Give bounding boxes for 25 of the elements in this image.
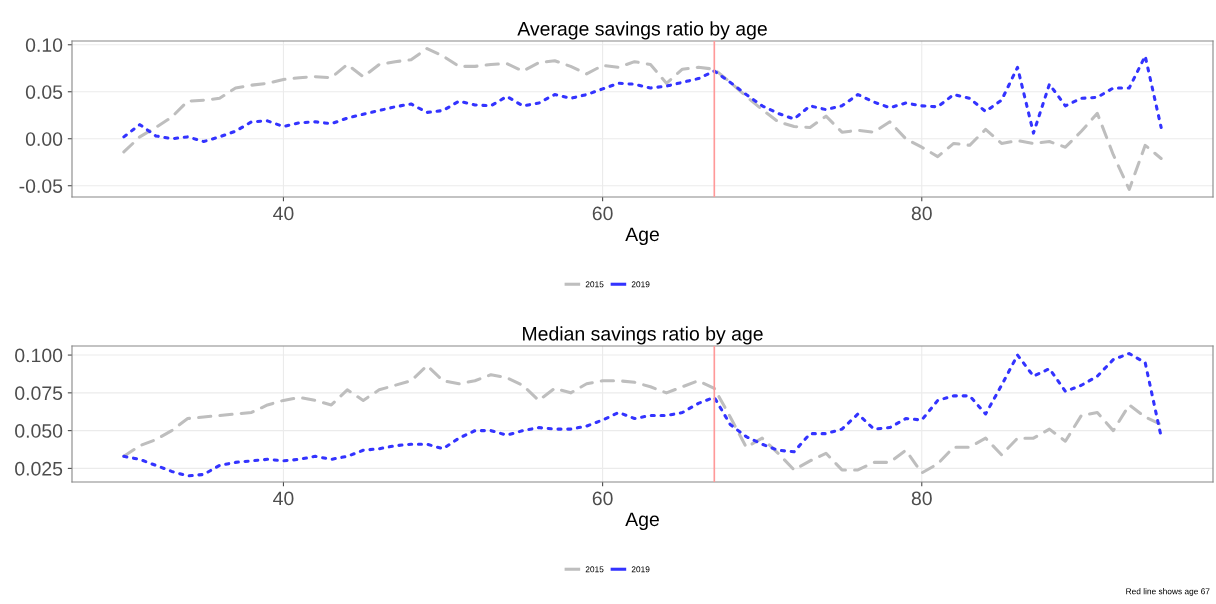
legend-label: 2015 — [585, 281, 604, 288]
x-tick-label: 80 — [911, 491, 932, 506]
legend-label: 2015 — [585, 566, 604, 573]
y-tick-label: 0.050 — [15, 424, 63, 438]
chart-title: Average savings ratio by age — [517, 21, 767, 40]
y-tick-label: 0.100 — [15, 348, 63, 363]
x-tick-label: 40 — [273, 206, 294, 221]
y-tick-label: 0.00 — [25, 132, 63, 146]
x-tick-label: 80 — [911, 206, 932, 221]
y-tick-label: -0.05 — [19, 179, 63, 193]
x-tick-label: 60 — [592, 206, 613, 221]
x-tick-label: 40 — [273, 491, 294, 506]
y-tick-label: 0.10 — [25, 38, 63, 52]
line-series — [122, 54, 1163, 144]
x-tick-label: 60 — [592, 491, 613, 506]
y-tick-label: 0.05 — [25, 85, 63, 99]
y-tick-label: 0.075 — [15, 386, 63, 401]
y-tick-label: 0.025 — [15, 461, 63, 476]
legend-label: 2019 — [631, 281, 650, 288]
legend-label: 2019 — [631, 566, 650, 573]
line-series — [122, 46, 1163, 192]
x-axis-title: Age — [625, 227, 659, 246]
x-axis-title: Age — [625, 512, 659, 531]
chart-title: Median savings ratio by age — [523, 326, 763, 345]
text: Red line shows age 67 — [1126, 588, 1210, 596]
